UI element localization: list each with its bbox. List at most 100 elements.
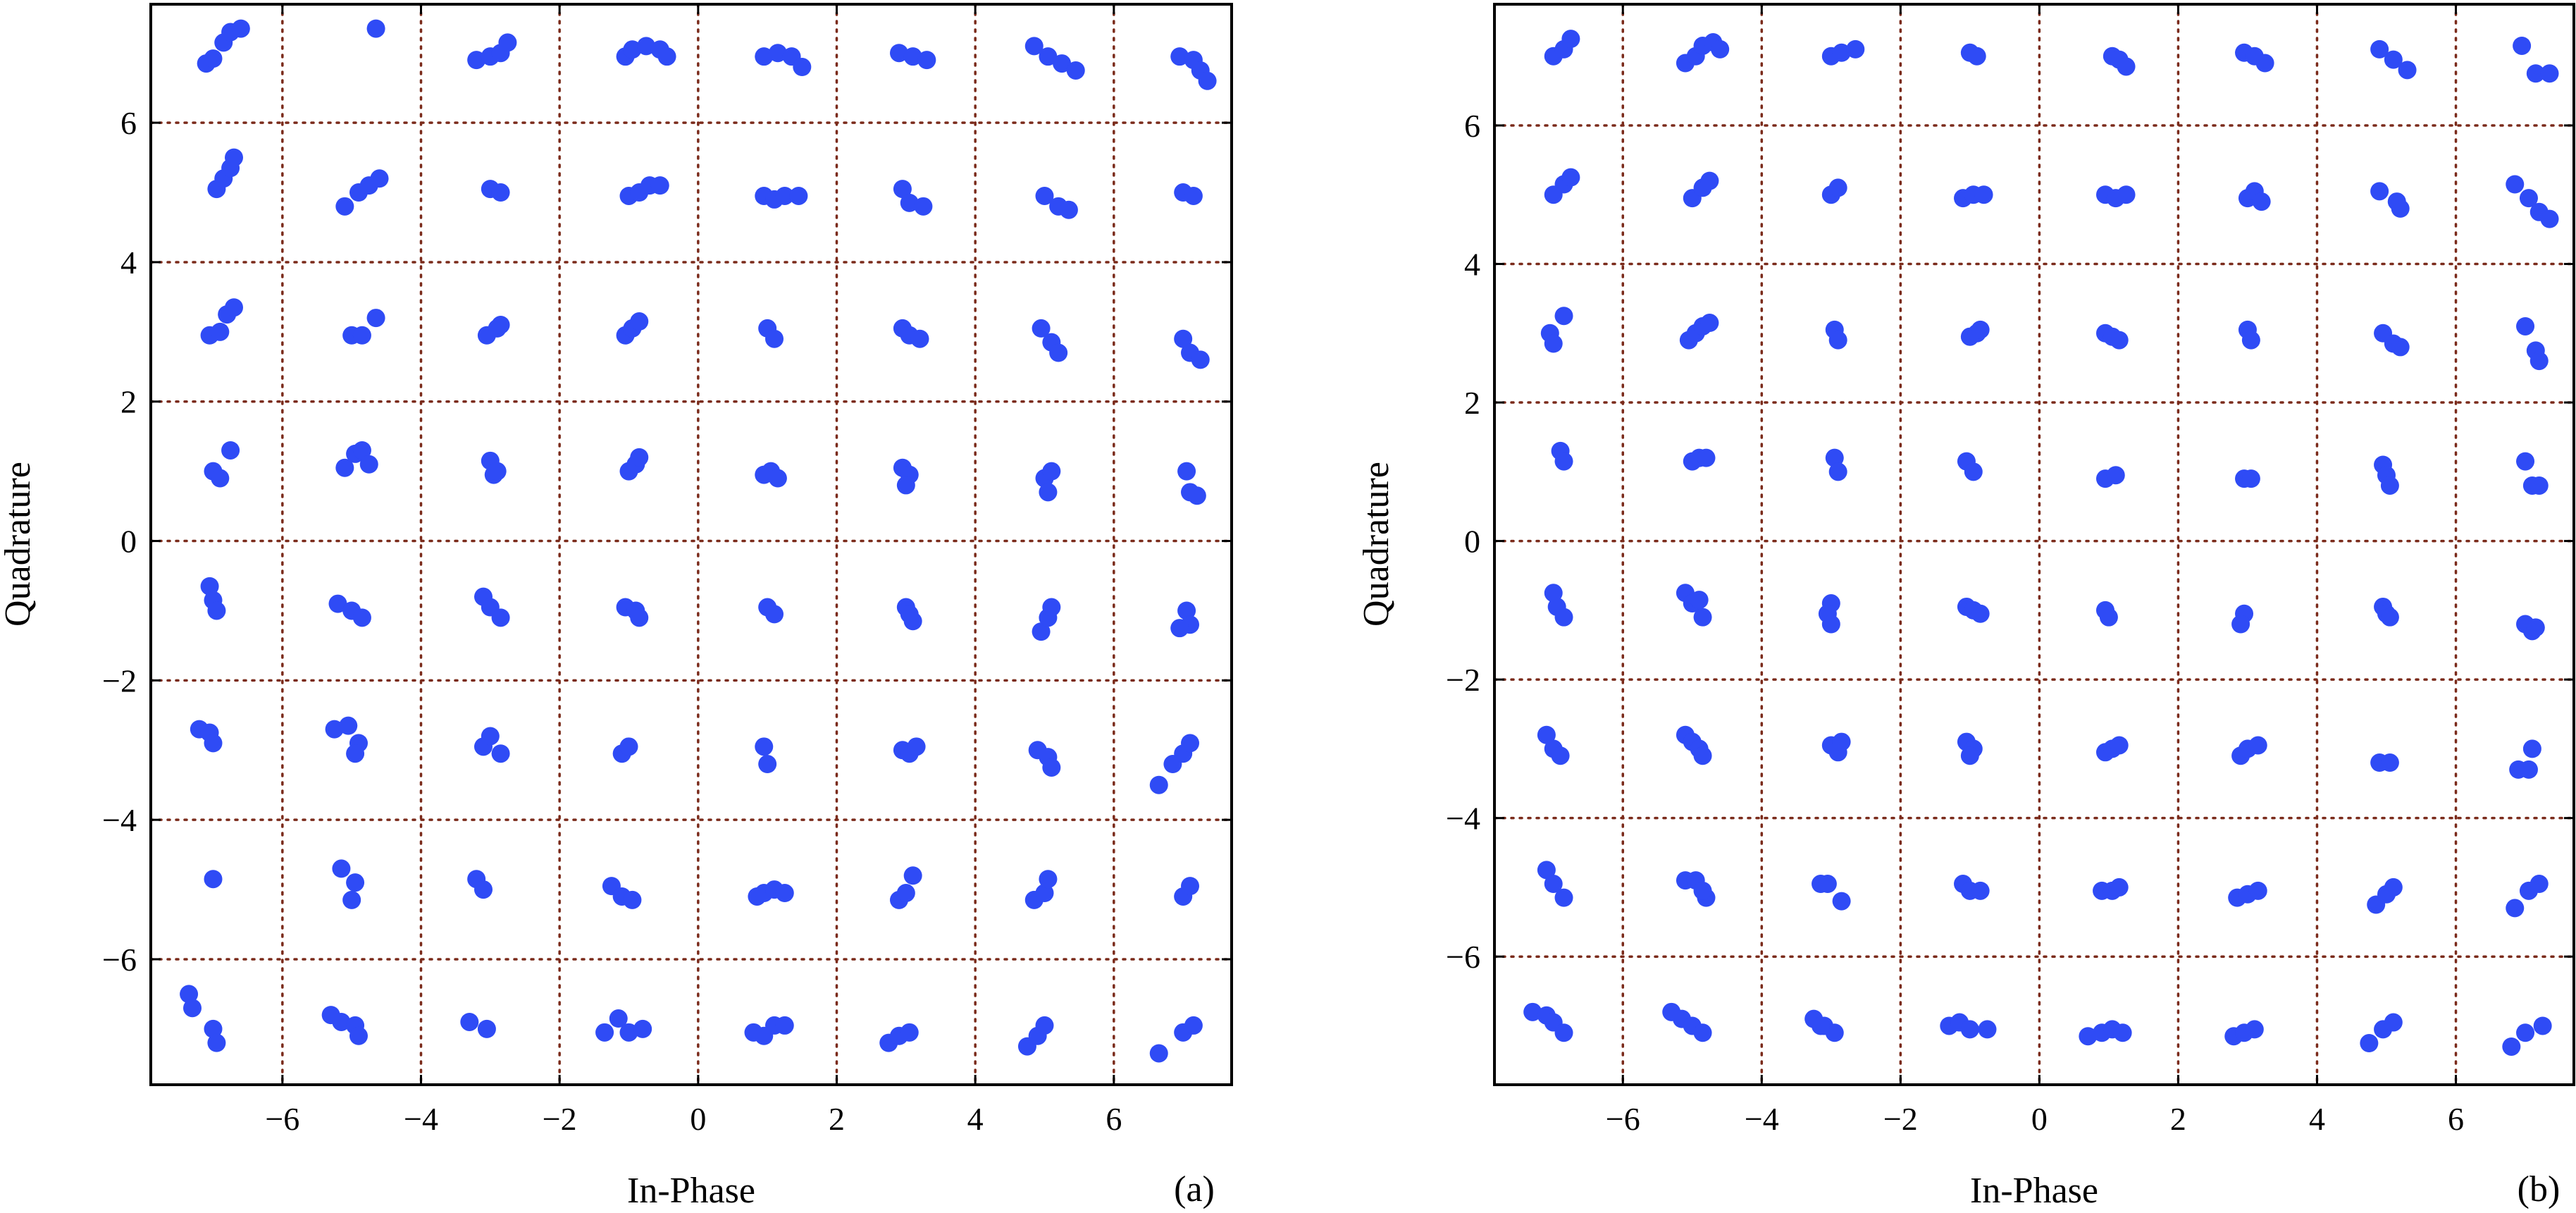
panel-b-data-point <box>1974 185 1993 204</box>
panel-a-data-point <box>204 1019 223 1038</box>
panel-a-data-point <box>491 183 510 202</box>
panel-b-data-point <box>2241 331 2260 350</box>
panel-a-data-point <box>1039 483 1058 502</box>
panel-b-data-point <box>2110 878 2129 897</box>
panel-a-data-point <box>1032 319 1051 338</box>
panel-b-data-point <box>2384 50 2403 69</box>
panel-b-data-point <box>2113 1023 2132 1042</box>
panel-b-data-point <box>2117 57 2136 76</box>
panel-a-data-point <box>180 985 199 1004</box>
panel-a-data-point <box>917 51 936 70</box>
panel-b-data-point <box>1711 39 1730 59</box>
panel-b-data-point <box>1561 30 1580 49</box>
panel-a-data-point <box>335 458 354 477</box>
panel-a-data-point <box>231 19 250 38</box>
panel-b-tag: (b) <box>2518 1169 2560 1209</box>
panel-b-data-point <box>1825 448 1844 467</box>
panel-b-data-point <box>2370 39 2389 59</box>
panel-b-data-point <box>1551 746 1570 765</box>
panel-a: −6 −4 −2 0 2 4 6 −6 −4 −2 0 2 4 6 In-Phase Quadrature… <box>0 3 1233 1211</box>
panel-a-data-point <box>1042 598 1061 617</box>
panel-b-data-point <box>2106 466 2125 485</box>
panel-b-data-point <box>2516 316 2535 335</box>
panel-b-xtick-label: −6 <box>1606 1101 1640 1137</box>
panel-b-data-point <box>1828 331 1847 350</box>
panel-a-ytick-label: −6 <box>102 942 137 978</box>
panel-a-data-point <box>325 720 344 739</box>
panel-b-data-point <box>2370 182 2389 201</box>
panel-b-data-point <box>2245 1020 2264 1039</box>
panel-a-data-point <box>1191 350 1210 369</box>
panel-b-data-point <box>1700 314 1719 333</box>
panel-b-data-point <box>1828 178 1847 197</box>
panel-a-frame <box>149 3 1233 1086</box>
panel-a-data-point <box>623 40 642 59</box>
panel-b-ytick-label: −2 <box>1446 662 1480 698</box>
panel-b-data-point <box>1544 875 1563 894</box>
panel-a-data-point <box>352 326 371 345</box>
panel-b-data-point <box>2252 192 2271 211</box>
panel-b-ylabel: Quadrature <box>1356 462 1397 627</box>
panel-a-xtick-label: −6 <box>265 1101 299 1137</box>
panel-a-data-point <box>900 193 919 212</box>
panel-a-data-point <box>650 176 669 195</box>
panel-a-data-point <box>768 469 787 488</box>
panel-b-data-point <box>1700 171 1719 190</box>
panel-a-data-point <box>789 186 808 205</box>
panel-a-data-point <box>900 1023 919 1042</box>
panel-a-data-point <box>1042 758 1061 777</box>
panel-a-data-point <box>1181 734 1199 753</box>
panel-a-data-point <box>491 744 510 763</box>
panel-b-xtick-label: 4 <box>2309 1101 2325 1137</box>
panel-b-data-point <box>2099 608 2118 627</box>
panel-a-data-point <box>328 594 347 613</box>
panel-a-data-point <box>211 469 230 488</box>
panel-a-data-point <box>1066 61 1085 80</box>
panel-a-data-point <box>896 476 915 495</box>
panel-a-data-point <box>907 737 926 756</box>
panel-b-xtick-label: −2 <box>1883 1101 1918 1137</box>
panel-a-data-point <box>474 880 493 899</box>
panel-b-data-point <box>2526 618 2545 637</box>
panel-b-data-point <box>1554 452 1573 471</box>
panel-b-data-point <box>2519 189 2538 208</box>
panel-b-data-point <box>2380 476 2399 495</box>
panel-b-data-point <box>2540 209 2559 228</box>
panel-a-data-point <box>896 884 915 903</box>
panel-b-data-point <box>2384 1013 2403 1032</box>
panel-b-data-point <box>2529 875 2549 894</box>
panel-b-data-point <box>1971 604 1990 623</box>
panel-a-data-point <box>1035 1016 1054 1035</box>
panel-a-data-point <box>221 441 240 460</box>
panel-b-grid <box>1493 3 2575 1086</box>
panel-b-data-point <box>2529 352 2549 371</box>
panel-a-data-point <box>349 1026 368 1045</box>
panel-a-data-point <box>910 329 929 348</box>
panel-b-xtick-label: 0 <box>2031 1101 2048 1137</box>
panel-a-data-point <box>903 612 922 631</box>
panel-b-data-point <box>1812 1016 1831 1035</box>
panel-b-ticks <box>1494 4 2574 1085</box>
panel-a-ytick-label: −2 <box>102 663 137 698</box>
panel-a-data-point <box>1184 186 1203 205</box>
panel-a-data-point <box>1039 870 1058 889</box>
panel-a-xtick-label: −2 <box>543 1101 577 1137</box>
panel-b: −6 −4 −2 0 2 4 6 −6 −4 −2 0 2 4 6 In-Phase Quadrature… <box>1356 3 2575 1211</box>
panel-a-data-point <box>204 49 223 68</box>
panel-b-data-point <box>1960 1020 1979 1039</box>
panel-b-data-point <box>2516 452 2535 471</box>
panel-a-data-point <box>488 462 507 481</box>
panel-a-data-point <box>768 44 787 63</box>
panel-b-ytick-label: 2 <box>1464 385 1480 421</box>
panel-b-data-point <box>1832 732 1851 751</box>
panel-b-tick-labels: −6 −4 −2 0 2 4 6 −6 −4 −2 0 2 4 6 <box>1446 108 2464 1137</box>
panel-a-data-point <box>335 197 354 216</box>
panel-a-data-point <box>1184 1016 1203 1035</box>
panel-a-ylabel: Quadrature <box>0 462 38 627</box>
panel-a-data-point <box>211 322 230 341</box>
panel-b-data-point <box>2526 64 2545 83</box>
panel-a-ticks <box>151 4 1232 1085</box>
panel-a-xtick-label: 6 <box>1106 1101 1122 1137</box>
panel-a-data-point <box>1049 343 1068 362</box>
panel-a-data-point <box>366 19 385 38</box>
